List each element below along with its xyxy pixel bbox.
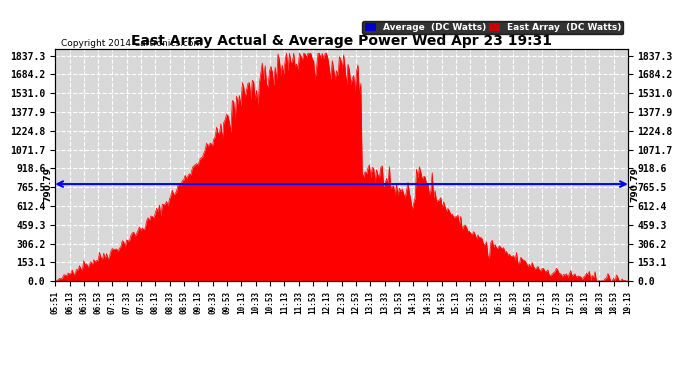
Text: Copyright 2014 Cartronics.com: Copyright 2014 Cartronics.com	[61, 39, 202, 48]
Title: East Array Actual & Average Power Wed Apr 23 19:31: East Array Actual & Average Power Wed Ap…	[131, 34, 552, 48]
Legend: Average  (DC Watts), East Array  (DC Watts): Average (DC Watts), East Array (DC Watts…	[362, 21, 623, 34]
Text: 790.79: 790.79	[43, 166, 52, 202]
Text: 790.79: 790.79	[631, 166, 640, 202]
